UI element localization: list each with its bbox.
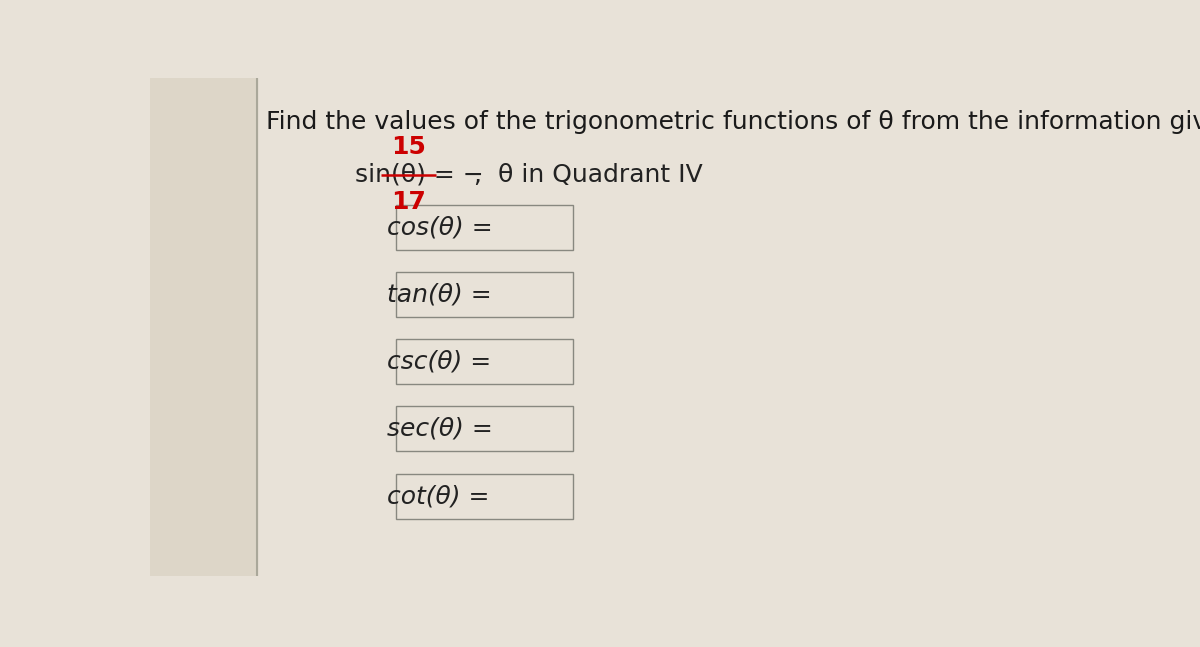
FancyBboxPatch shape bbox=[396, 474, 574, 518]
Text: ,  θ in Quadrant IV: , θ in Quadrant IV bbox=[474, 163, 702, 187]
FancyBboxPatch shape bbox=[396, 339, 574, 384]
Text: csc(θ) =: csc(θ) = bbox=[388, 349, 492, 373]
Text: cos(θ) =: cos(θ) = bbox=[388, 215, 493, 239]
Text: sec(θ) =: sec(θ) = bbox=[388, 417, 493, 441]
Text: 15: 15 bbox=[391, 135, 426, 159]
Text: sin(θ) = −: sin(θ) = − bbox=[355, 163, 491, 187]
Text: cot(θ) =: cot(θ) = bbox=[388, 484, 490, 508]
FancyBboxPatch shape bbox=[396, 272, 574, 317]
FancyBboxPatch shape bbox=[396, 204, 574, 250]
Text: tan(θ) =: tan(θ) = bbox=[388, 282, 492, 306]
FancyBboxPatch shape bbox=[396, 406, 574, 452]
Bar bbox=[150, 78, 257, 576]
Text: 17: 17 bbox=[391, 190, 426, 214]
Text: Find the values of the trigonometric functions of θ from the information give: Find the values of the trigonometric fun… bbox=[266, 110, 1200, 134]
